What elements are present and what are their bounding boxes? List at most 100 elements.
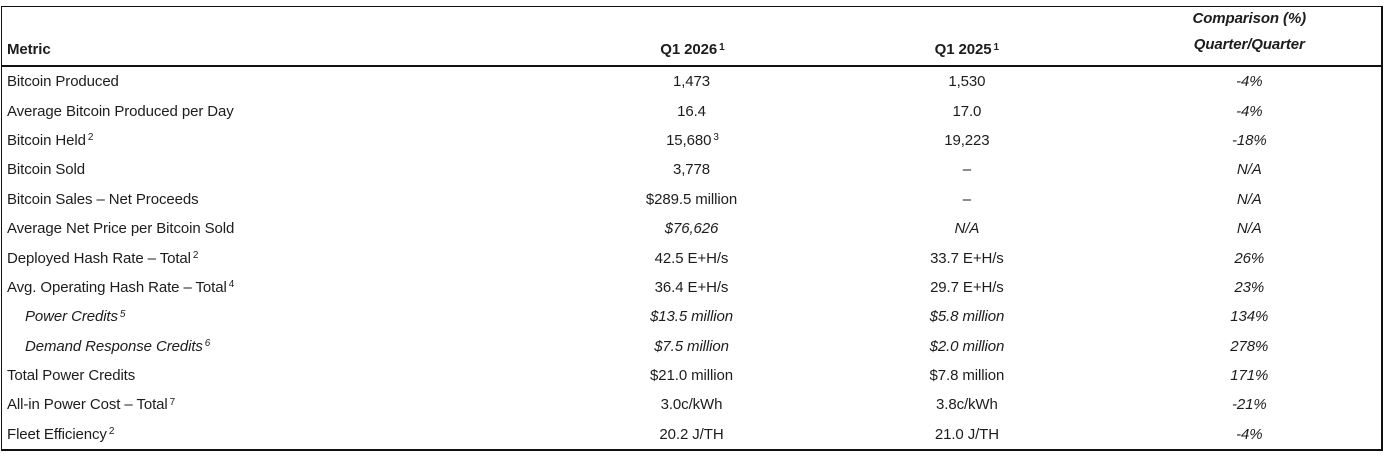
comparison-cell: N/A bbox=[1118, 161, 1381, 178]
table-body: Bitcoin Produced 1,473 1,530 -4% Average… bbox=[2, 67, 1381, 449]
q1-2026-cell: 20.2 J/TH bbox=[569, 426, 816, 443]
metric-label: Total Power Credits bbox=[7, 367, 136, 385]
value-2026: $76,626 bbox=[664, 220, 719, 238]
value-2026: 3.0c/kWh bbox=[660, 396, 723, 414]
metric-label: All-in Power Cost – Total bbox=[7, 396, 168, 414]
table-row: Average Net Price per Bitcoin Sold $76,6… bbox=[2, 214, 1381, 243]
value-2026: $289.5 million bbox=[645, 190, 738, 208]
q1-2025-cell: 21.0 J/TH bbox=[816, 426, 1117, 443]
metric-cell: Demand Response Credits 6 bbox=[2, 338, 569, 355]
header-comparison-line1: Comparison (%) bbox=[1192, 10, 1307, 27]
comparison-cell: -4% bbox=[1118, 103, 1381, 120]
comparison-value: -4% bbox=[1236, 425, 1263, 443]
metric-label: Fleet Efficiency bbox=[7, 425, 107, 443]
value-2025: – bbox=[962, 190, 972, 208]
metric-cell: Power Credits 5 bbox=[2, 308, 569, 325]
table-row: Demand Response Credits 6 $7.5 million $2… bbox=[2, 332, 1381, 361]
metric-cell: Average Net Price per Bitcoin Sold bbox=[2, 220, 569, 237]
comparison-value: 26% bbox=[1234, 249, 1265, 267]
value-2025: 21.0 J/TH bbox=[934, 425, 999, 443]
q1-2026-cell: 3.0c/kWh bbox=[569, 396, 816, 413]
comparison-cell: 278% bbox=[1118, 338, 1381, 355]
footnote-ref: 2 bbox=[192, 250, 199, 262]
footnote-ref: 4 bbox=[228, 279, 235, 291]
q1-2026-cell: 15,680 3 bbox=[569, 132, 816, 149]
header-q1-2026: Q1 2026 1 bbox=[569, 41, 816, 65]
q1-2026-cell: $21.0 million bbox=[569, 367, 816, 384]
comparison-value: 171% bbox=[1230, 367, 1269, 385]
comparison-value: -4% bbox=[1236, 102, 1263, 120]
value-2026: 20.2 J/TH bbox=[659, 425, 724, 443]
table-row: All-in Power Cost – Total 7 3.0c/kWh 3.8c… bbox=[2, 390, 1381, 419]
value-2026: 36.4 E+H/s bbox=[654, 278, 729, 296]
metric-label: Demand Response Credits bbox=[25, 337, 203, 355]
table-row: Avg. Operating Hash Rate – Total 4 36.4 E… bbox=[2, 273, 1381, 302]
q1-2026-cell: $7.5 million bbox=[569, 338, 816, 355]
q1-2026-cell: 3,778 bbox=[569, 161, 816, 178]
q1-2025-cell: 29.7 E+H/s bbox=[816, 279, 1117, 296]
table-row: Bitcoin Held 2 15,680 3 19,223 -18% bbox=[2, 126, 1381, 155]
q1-2026-cell: 16.4 bbox=[569, 103, 816, 120]
q1-2025-cell: 1,530 bbox=[816, 73, 1117, 90]
comparison-value: N/A bbox=[1236, 161, 1262, 179]
table-row: Deployed Hash Rate – Total 2 42.5 E+H/s 3… bbox=[2, 243, 1381, 272]
comparison-value: 278% bbox=[1230, 337, 1269, 355]
header-q1-2025-label: Q1 2025 bbox=[934, 41, 992, 58]
comparison-value: -18% bbox=[1231, 131, 1267, 149]
value-2025: 29.7 E+H/s bbox=[930, 278, 1004, 296]
q1-2025-cell: $5.8 million bbox=[816, 308, 1117, 325]
metric-cell: Deployed Hash Rate – Total 2 bbox=[2, 250, 569, 267]
q1-2025-cell: – bbox=[816, 161, 1117, 178]
comparison-cell: -18% bbox=[1118, 132, 1381, 149]
metric-cell: Avg. Operating Hash Rate – Total 4 bbox=[2, 279, 569, 296]
q1-2026-cell: 36.4 E+H/s bbox=[569, 279, 816, 296]
table-row: Total Power Credits $21.0 million $7.8 m… bbox=[2, 361, 1381, 390]
q1-2026-cell: 1,473 bbox=[569, 73, 816, 90]
metric-label: Bitcoin Sales – Net Proceeds bbox=[7, 190, 199, 208]
metric-cell: Bitcoin Sold bbox=[2, 161, 569, 178]
value-2025: N/A bbox=[954, 220, 980, 238]
footnote-ref: 7 bbox=[169, 396, 176, 408]
value-2025: 33.7 E+H/s bbox=[930, 249, 1004, 267]
value-2026: $13.5 million bbox=[650, 308, 733, 326]
q1-2025-cell: 3.8c/kWh bbox=[816, 396, 1117, 413]
q1-2025-cell: 17.0 bbox=[816, 103, 1117, 120]
value-2025: $7.8 million bbox=[929, 367, 1005, 385]
value-2025: – bbox=[962, 161, 972, 179]
comparison-cell: -4% bbox=[1118, 426, 1381, 443]
comparison-value: N/A bbox=[1236, 220, 1262, 238]
q1-2026-cell: $76,626 bbox=[569, 220, 816, 237]
value-2025: $5.8 million bbox=[929, 308, 1005, 326]
metric-cell: Average Bitcoin Produced per Day bbox=[2, 103, 569, 120]
value-2026: 16.4 bbox=[677, 102, 706, 120]
q1-2025-cell: 19,223 bbox=[816, 132, 1117, 149]
metric-label: Avg. Operating Hash Rate – Total bbox=[7, 278, 227, 296]
footnote-ref: 6 bbox=[204, 338, 211, 350]
footnote-ref: 2 bbox=[108, 426, 115, 438]
q1-2025-cell: – bbox=[816, 191, 1117, 208]
header-q1-2025: Q1 2025 1 bbox=[816, 41, 1117, 65]
comparison-value: N/A bbox=[1236, 190, 1262, 208]
metric-label: Bitcoin Held bbox=[7, 131, 86, 149]
quarterly-metrics-table: Metric Q1 2026 1 Q1 2025 1 Comparison (%) … bbox=[1, 6, 1383, 451]
header-comparison-line2: Quarter/Quarter bbox=[1193, 36, 1305, 53]
metric-label: Deployed Hash Rate – Total bbox=[7, 249, 191, 267]
q1-2026-cell: $13.5 million bbox=[569, 308, 816, 325]
table-row: Power Credits 5 $13.5 million $5.8 millio… bbox=[2, 302, 1381, 331]
table-row: Bitcoin Sold 3,778 – N/A bbox=[2, 155, 1381, 184]
comparison-cell: 171% bbox=[1118, 367, 1381, 384]
comparison-cell: -21% bbox=[1118, 396, 1381, 413]
value-2026: 3,778 bbox=[672, 161, 711, 179]
footnote-ref: 2 bbox=[87, 132, 94, 144]
metric-label: Average Bitcoin Produced per Day bbox=[7, 102, 234, 120]
table-row: Bitcoin Sales – Net Proceeds $289.5 mill… bbox=[2, 185, 1381, 214]
metric-label: Bitcoin Produced bbox=[7, 73, 119, 91]
metric-cell: Bitcoin Sales – Net Proceeds bbox=[2, 191, 569, 208]
metric-cell: Bitcoin Produced bbox=[2, 73, 569, 90]
comparison-cell: 23% bbox=[1118, 279, 1381, 296]
value-2025: 17.0 bbox=[952, 102, 982, 120]
q1-2025-cell: $2.0 million bbox=[816, 338, 1117, 355]
footnote-ref: 3 bbox=[713, 132, 719, 144]
metric-cell: Bitcoin Held 2 bbox=[2, 132, 569, 149]
